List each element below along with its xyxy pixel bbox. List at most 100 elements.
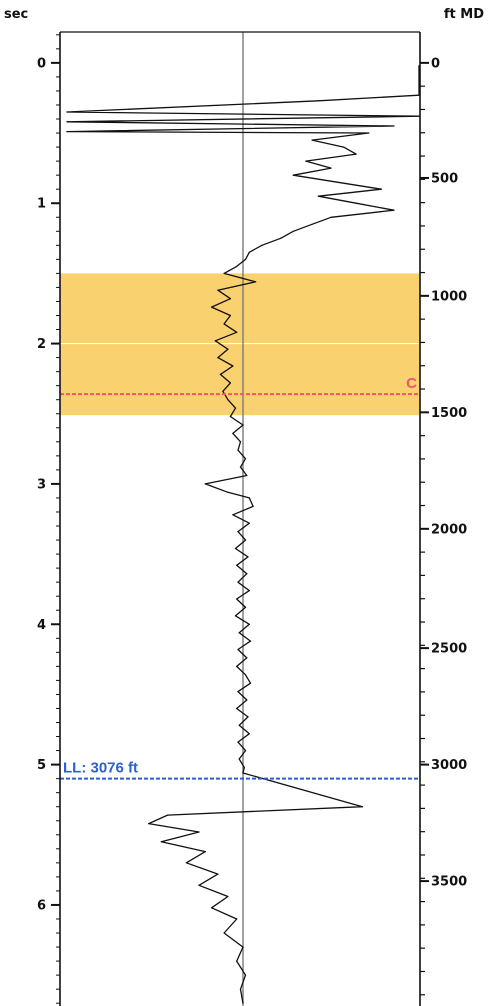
data-point (244, 750, 247, 752)
data-point (236, 331, 238, 333)
data-point (239, 466, 242, 468)
data-point (244, 458, 247, 460)
data-point (229, 415, 231, 418)
left-tick-label: 2 (37, 337, 46, 352)
data-point (234, 547, 237, 550)
data-point (223, 323, 225, 325)
data-point (238, 724, 240, 726)
data-point (217, 289, 219, 291)
right-tick-label: 2000 (431, 522, 467, 537)
data-point (248, 590, 250, 592)
data-point (229, 298, 231, 300)
data-point (248, 251, 250, 253)
data-point (237, 741, 239, 743)
data-point (330, 167, 332, 169)
series-group (66, 65, 420, 1004)
data-point (148, 823, 150, 825)
highlight-band (60, 273, 420, 416)
data-point (246, 474, 248, 477)
left-tick-label: 4 (37, 618, 46, 633)
data-point (237, 691, 239, 693)
data-point (246, 699, 248, 701)
data-point (247, 556, 249, 558)
data-point (380, 188, 382, 190)
left-tick-label: 5 (37, 758, 46, 773)
data-point (223, 932, 225, 934)
data-point (238, 758, 240, 760)
data-point (167, 814, 169, 816)
data-point (229, 382, 231, 384)
data-point (204, 851, 206, 853)
data-point (393, 125, 395, 127)
data-point (232, 432, 234, 434)
data-point (227, 399, 229, 401)
data-point (236, 707, 238, 710)
data-point (244, 606, 247, 609)
data-point (292, 230, 294, 232)
data-point (211, 907, 213, 909)
data-point (249, 682, 252, 684)
data-point (160, 841, 162, 843)
data-point (66, 121, 68, 123)
data-point (223, 272, 225, 274)
data-point (336, 181, 338, 183)
data-point (247, 716, 249, 718)
right-tick-label: 1000 (431, 289, 467, 304)
right-ticks: 0 500 1000 1500 2000 2500 3000 3500 (420, 56, 467, 996)
data-point (204, 483, 206, 485)
data-point (239, 988, 242, 990)
data-point (355, 153, 357, 155)
data-point (239, 441, 242, 443)
right-tick-label: 3500 (431, 875, 467, 890)
data-point (211, 306, 213, 308)
data-point (236, 265, 238, 267)
data-point (232, 514, 234, 516)
data-point (66, 111, 68, 113)
data-point (317, 195, 319, 197)
data-point (244, 974, 247, 976)
data-point (227, 895, 229, 898)
data-point (248, 497, 250, 499)
data-point (219, 373, 221, 375)
data-point (249, 640, 252, 642)
data-point (368, 132, 370, 134)
left-ticks: 0 1 2 3 4 5 6 (37, 34, 60, 1004)
right-tick-label: 0 (431, 56, 440, 71)
data-point (244, 674, 247, 676)
data-point (222, 390, 224, 392)
data-point (393, 209, 395, 211)
data-point (244, 258, 247, 260)
data-point (217, 873, 219, 875)
data-point (238, 632, 240, 634)
data-point (252, 505, 254, 507)
data-point (243, 766, 245, 769)
data-point (343, 146, 345, 148)
data-point (330, 216, 332, 218)
data-point (217, 357, 219, 359)
data-point (248, 733, 250, 735)
left-tick-label: 0 (37, 56, 46, 71)
data-point (361, 806, 363, 808)
right-tick-label: 3000 (431, 758, 467, 773)
data-point (234, 407, 237, 409)
marker-label: LL: 3076 ft (63, 760, 138, 777)
data-point (237, 531, 239, 533)
left-axis-title: sec (4, 7, 28, 22)
right-tick-label: 500 (431, 171, 458, 186)
left-tick-label: 6 (37, 898, 46, 913)
data-point (227, 348, 229, 350)
data-point (66, 131, 68, 133)
data-point (305, 160, 307, 162)
data-point (292, 174, 294, 176)
series-line-0 (66, 65, 420, 1004)
data-point (198, 884, 200, 886)
left-tick-label: 1 (37, 197, 46, 212)
data-point (236, 918, 238, 920)
data-point (236, 564, 238, 566)
right-axis-title: ft MD (444, 7, 484, 22)
data-point (246, 657, 248, 659)
data-point (248, 623, 250, 625)
data-point (236, 665, 238, 668)
